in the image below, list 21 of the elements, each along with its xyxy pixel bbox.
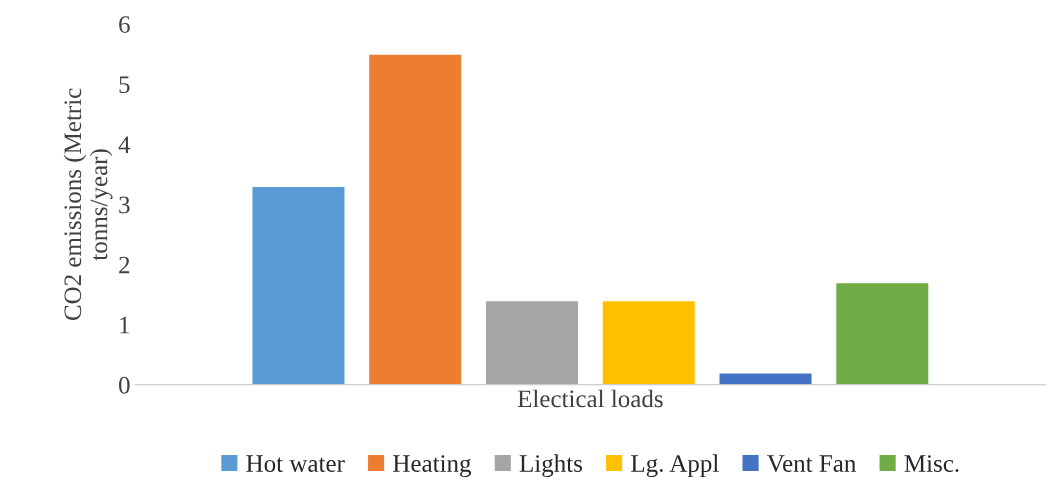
legend-label: Vent Fan [767,455,856,473]
bar [367,53,463,385]
x-tick-label: Electical loads [517,389,663,408]
y-tick-label: 4 [118,136,131,153]
bar [601,299,697,385]
bar [834,281,930,385]
legend-label: Hot water [246,455,345,472]
y-axis-title: CO2 emissions (Metric tonns/year) [63,88,113,321]
bar [251,185,346,385]
y-tick-label: 2 [119,256,130,274]
y-tick-label: 3 [119,196,130,214]
y-tick-label: 1 [120,316,130,334]
legend-label: Heating [393,455,472,478]
y-tick-label: 6 [119,16,130,33]
bar [484,299,580,385]
y-tick-label: 5 [119,76,130,94]
y-tick-label: 0 [119,376,130,394]
legend-label: Lights [519,454,582,478]
legend-label: Lg. Appl [631,454,719,478]
bar [718,372,813,385]
legend-label: Misc. [904,455,959,473]
